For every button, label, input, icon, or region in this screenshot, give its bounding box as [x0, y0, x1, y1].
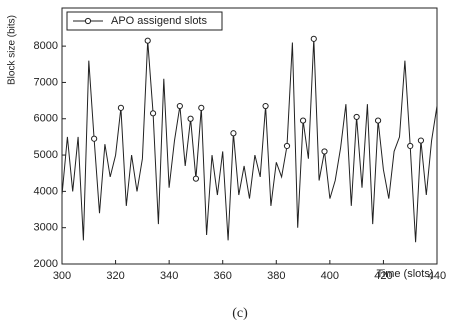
y-tick-label: 7000 — [34, 76, 58, 88]
x-axis-label: Time (slots) — [376, 268, 433, 280]
marker — [283, 142, 291, 150]
x-tick-label: 420 — [374, 270, 392, 282]
x-tick-label: 320 — [106, 270, 124, 282]
y-axis-label: Block size (bits) — [7, 15, 18, 85]
legend-box — [66, 11, 223, 31]
x-tick-label: 400 — [321, 270, 339, 282]
x-tick-label: 360 — [214, 270, 232, 282]
plot-frame — [61, 7, 438, 265]
marker — [262, 102, 269, 110]
y-tick-label: 8000 — [34, 40, 58, 52]
x-tick-label: 340 — [160, 270, 178, 282]
line — [61, 38, 438, 243]
marker — [407, 142, 414, 150]
y-tick-label: 2000 — [34, 258, 58, 270]
marker — [321, 148, 328, 155]
y-tick-label: 6000 — [34, 113, 58, 125]
marker — [117, 104, 125, 111]
marker — [144, 37, 151, 44]
marker — [353, 113, 360, 121]
x-tick-label: 380 — [267, 270, 285, 282]
legend-label: APO assigend slots — [111, 15, 207, 27]
marker — [176, 102, 183, 110]
marker — [299, 117, 307, 124]
y-tick-label: 3000 — [34, 222, 58, 234]
marker — [149, 110, 157, 117]
marker — [187, 115, 194, 122]
marker — [374, 117, 382, 124]
x-tick-label: 300 — [53, 270, 71, 282]
x-tick-label: 440 — [428, 270, 446, 282]
marker — [198, 104, 205, 111]
y-tick-label: 4000 — [34, 185, 58, 197]
marker — [91, 135, 98, 142]
marker — [310, 35, 317, 42]
marker — [192, 175, 200, 182]
caption: (c) — [232, 306, 248, 321]
legend-marker — [84, 17, 92, 25]
y-tick-label: 5000 — [34, 149, 58, 161]
marker — [417, 137, 425, 144]
marker — [230, 130, 237, 137]
